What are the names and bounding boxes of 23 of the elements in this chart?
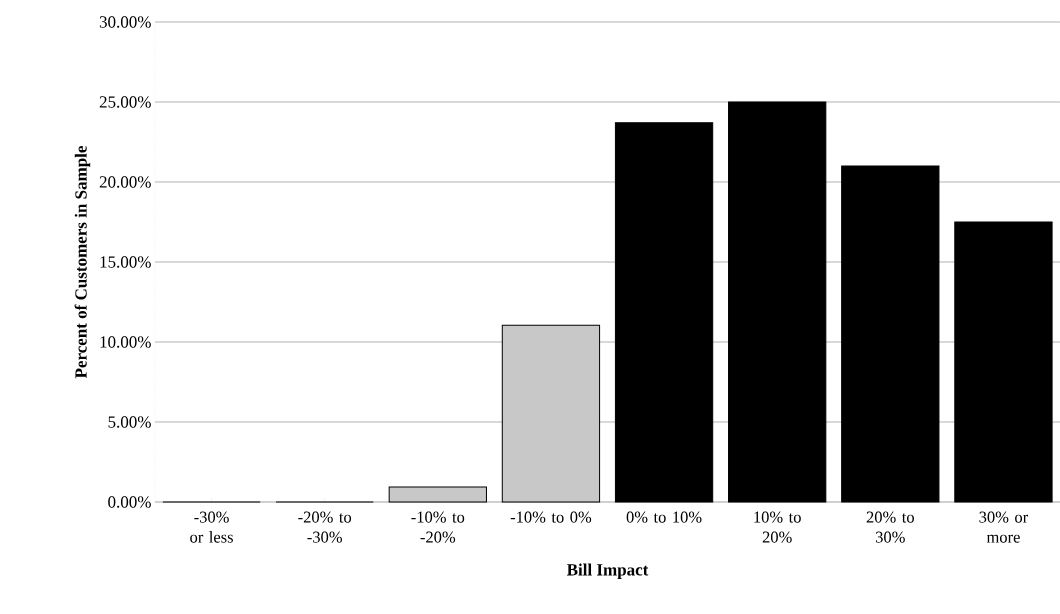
bar <box>614 122 714 503</box>
y-tick-label: 15.00% <box>100 256 151 268</box>
bar <box>841 165 940 503</box>
x-tick-label: 10% to 20% <box>754 511 801 543</box>
bar <box>388 486 487 503</box>
x-tick-label: -10% to 0% <box>510 511 592 523</box>
y-tick-label: 0.00% <box>108 496 151 508</box>
y-tick-label: 25.00% <box>99 96 151 108</box>
bar <box>728 101 827 503</box>
bar <box>501 324 601 503</box>
x-tick-label: -30% or less <box>190 511 233 543</box>
x-tick-label: 0% to 10% <box>626 511 702 523</box>
x-tick-label: 30% or more <box>979 511 1029 543</box>
bar <box>954 221 1053 503</box>
x-tick-label: -10% to -20% <box>411 511 465 543</box>
y-axis-title: Percent of Customers in Sample <box>74 145 91 379</box>
x-tick-label: -20% to -30% <box>298 511 352 543</box>
y-tick-label: 30.00% <box>99 16 151 28</box>
y-tick-label: 5.00% <box>108 416 151 428</box>
x-axis-title: Bill Impact <box>566 563 649 580</box>
y-tick-label: 10.00% <box>100 336 151 348</box>
x-tick-label: 20% to 30% <box>866 511 914 543</box>
y-tick-label: 20.00% <box>99 176 151 188</box>
